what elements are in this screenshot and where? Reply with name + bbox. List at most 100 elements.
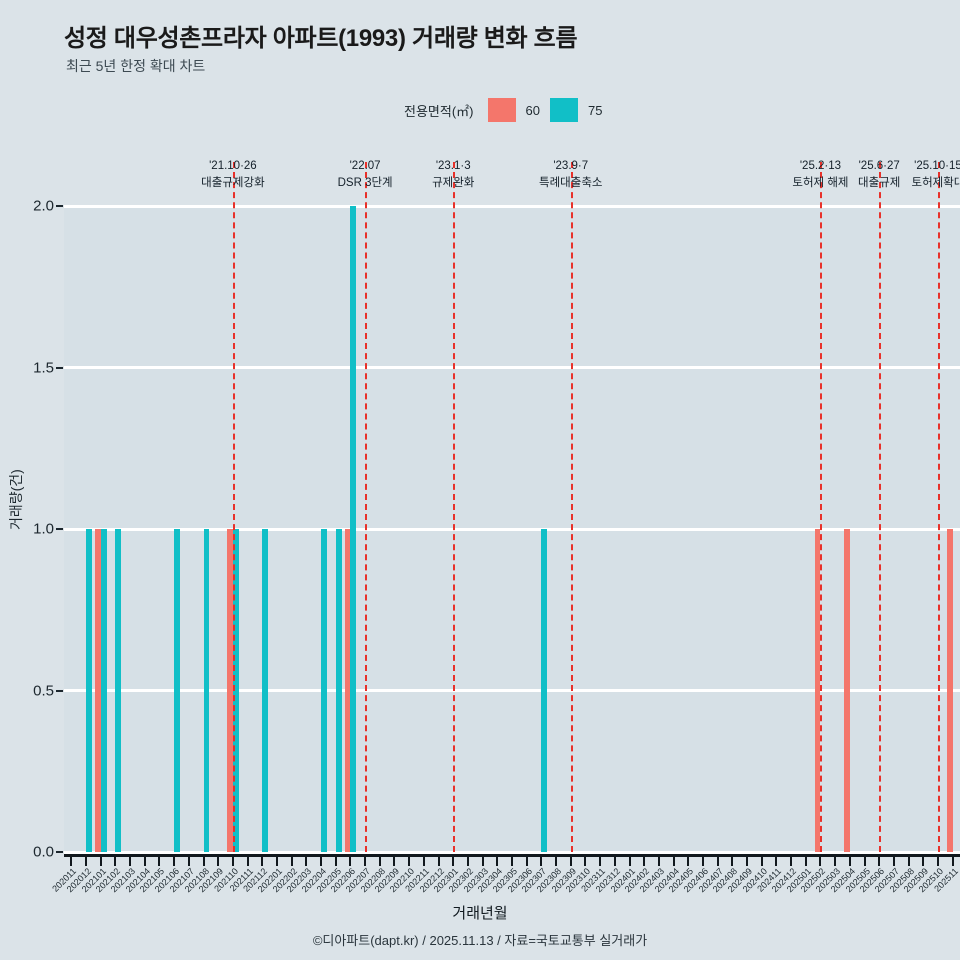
x-tick-mark xyxy=(99,857,102,866)
annotation-date: '25.6·27 xyxy=(858,160,900,172)
legend: 전용면적(㎡) 60 75 xyxy=(404,98,602,122)
x-tick-mark xyxy=(907,857,910,866)
y-tick-label: 1.5 xyxy=(33,359,54,376)
x-tick-mark xyxy=(129,857,132,866)
annotation-date: '21.10·26 xyxy=(209,160,257,172)
y-tick-label: 0.5 xyxy=(33,682,54,699)
bar xyxy=(94,529,101,852)
annotation-note: 토허제확대 xyxy=(911,177,960,189)
x-tick-mark xyxy=(334,857,337,866)
x-tick-mark xyxy=(261,857,264,866)
x-tick-mark xyxy=(481,857,484,866)
bar xyxy=(946,529,953,852)
bar xyxy=(814,529,821,852)
page-title: 성정 대우성촌프라자 아파트(1993) 거래량 변화 흐름 xyxy=(64,25,578,52)
x-tick-mark xyxy=(158,857,161,866)
bar xyxy=(541,529,548,852)
y-tick-mark xyxy=(56,205,63,207)
x-tick-mark xyxy=(511,857,513,866)
annotation-note: 대출규제 xyxy=(858,177,901,189)
x-tick-mark xyxy=(349,857,352,866)
annotation-line xyxy=(453,162,456,852)
x-tick-mark xyxy=(305,857,308,866)
x-tick-mark xyxy=(613,857,616,866)
x-tick-mark xyxy=(790,857,793,866)
x-tick-mark xyxy=(746,857,749,866)
bar xyxy=(232,529,239,852)
footer-text: ©디아파트(dapt.kr) / 2025.11.13 / 자료=국토교통부 실… xyxy=(312,933,648,948)
bar xyxy=(86,529,92,852)
annotation-label: '22.07 DSR 3단계 xyxy=(338,160,393,190)
y-tick-label: 0.0 xyxy=(33,843,54,861)
x-tick-mark xyxy=(452,857,455,866)
x-tick-mark xyxy=(701,857,704,866)
annotation-date: '23.1·3 xyxy=(435,160,471,172)
x-tick-mark xyxy=(275,857,278,866)
x-tick-mark xyxy=(540,857,543,866)
x-tick-mark xyxy=(496,857,499,866)
x-tick-mark xyxy=(628,857,631,866)
annotation-line xyxy=(232,162,235,852)
x-tick-mark xyxy=(599,857,602,866)
x-tick-mark xyxy=(819,857,822,866)
x-tick-mark xyxy=(422,857,425,866)
x-tick-mark xyxy=(246,857,249,866)
bar xyxy=(100,529,107,852)
annotation-date: '25.10·15 xyxy=(914,160,960,172)
annotation-label: '23.9·7 특례대출축소 xyxy=(539,160,602,190)
x-tick-mark xyxy=(878,857,881,866)
x-tick-mark xyxy=(716,857,719,866)
x-tick-mark xyxy=(231,857,234,866)
y-tick-mark xyxy=(56,689,63,692)
bar xyxy=(262,529,269,852)
x-tick-mark xyxy=(85,857,88,866)
y-tick-label: 2.0 xyxy=(33,197,54,215)
x-tick-mark xyxy=(687,857,690,866)
x-tick-mark xyxy=(437,857,440,866)
x-tick-mark xyxy=(936,857,939,866)
x-tick-mark xyxy=(202,857,205,866)
x-tick-mark xyxy=(143,857,146,866)
x-axis-line xyxy=(64,854,960,857)
x-tick-mark xyxy=(393,857,396,866)
x-tick-mark xyxy=(760,857,763,866)
legend-swatch-60 xyxy=(487,98,516,122)
gridline xyxy=(64,204,960,208)
x-tick-mark xyxy=(408,857,411,866)
page-subtitle: 최근 5년 한정 확대 차트 xyxy=(66,58,206,74)
x-tick-mark xyxy=(892,857,895,866)
x-tick-mark xyxy=(584,857,587,866)
bar xyxy=(321,529,327,852)
bar xyxy=(174,529,181,852)
x-tick-mark xyxy=(466,857,469,866)
annotation-label: '23.1·3 규제완화 xyxy=(432,160,474,190)
legend-label-60: 60 xyxy=(525,102,540,118)
annotation-label: '21.10·26 대출규제강화 xyxy=(201,160,264,190)
x-tick-mark xyxy=(775,857,778,866)
legend-title: 전용면적(㎡) xyxy=(404,103,474,119)
annotation-line xyxy=(879,162,882,852)
x-tick-mark xyxy=(804,857,807,866)
legend-label-75: 75 xyxy=(587,102,603,118)
x-axis-label: 거래년월 xyxy=(452,905,508,922)
annotation-note: 대출규제강화 xyxy=(201,177,265,189)
annotation-line xyxy=(937,162,940,852)
annotation-note: 특례대출축소 xyxy=(539,177,603,189)
x-tick-mark xyxy=(290,857,293,866)
x-tick-mark xyxy=(525,857,528,866)
y-tick-mark xyxy=(56,366,63,369)
bar xyxy=(203,529,210,852)
annotation-date: '22.07 xyxy=(349,160,381,172)
annotation-note: 토허제 해제 xyxy=(792,177,849,189)
x-tick-mark xyxy=(173,857,176,866)
annotation-note: DSR 3단계 xyxy=(337,177,393,189)
gridline xyxy=(64,527,960,531)
y-tick-label: 1.0 xyxy=(33,520,54,538)
x-tick-mark xyxy=(555,857,558,866)
bar xyxy=(227,529,233,852)
y-tick-mark xyxy=(56,528,63,530)
annotation-line xyxy=(570,162,573,852)
x-tick-mark xyxy=(114,857,117,866)
x-tick-mark xyxy=(569,857,572,866)
